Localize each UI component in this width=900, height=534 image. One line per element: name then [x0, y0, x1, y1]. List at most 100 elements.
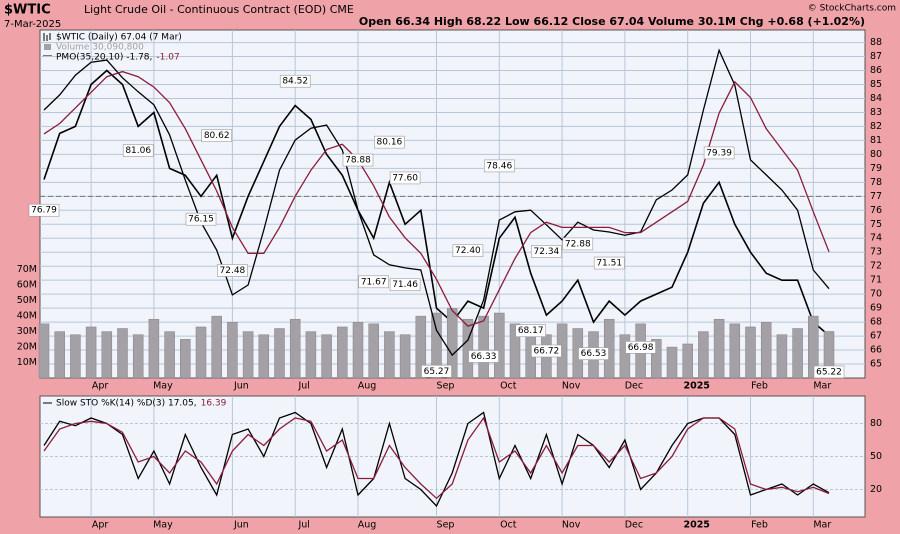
y-tick-label: 79	[870, 163, 882, 174]
volume-bar	[164, 331, 175, 379]
x-tick-label: Oct	[500, 381, 517, 392]
quote: Open 66.34 High 68.22 Low 66.12 Close 67…	[359, 15, 865, 28]
volume-bar	[337, 326, 348, 379]
y-tick-label: 88	[870, 37, 882, 48]
volume-bar	[698, 331, 709, 379]
x-tick-label: May	[153, 520, 173, 531]
price-label-box	[515, 324, 547, 338]
legend-icons	[43, 33, 52, 404]
volume-tick-label: 50M	[17, 295, 37, 306]
x-tick-label: May	[153, 381, 173, 392]
price-label: 72.88	[565, 239, 591, 249]
price-label-box	[342, 153, 374, 167]
symbol: $WTIC	[4, 3, 51, 18]
volume-tick-label: 60M	[17, 280, 37, 291]
price-label: 66.72	[534, 346, 560, 356]
series-line	[43, 69, 830, 337]
price-label: 77.60	[392, 173, 418, 183]
x-tick-label: Feb	[751, 520, 768, 531]
volume-bar	[399, 334, 411, 379]
y-tick-label: 69	[870, 303, 882, 314]
y-tick-label: 65	[870, 359, 882, 370]
price-label-box	[813, 365, 845, 379]
legend-entry: Slow STO %K(14) %D(3) 17.05,	[56, 399, 197, 409]
price-label: 71.67	[361, 277, 387, 287]
y-tick-label: 67	[870, 331, 882, 342]
volume-bar	[195, 326, 207, 379]
price-label-box	[468, 350, 499, 363]
series-line	[43, 416, 830, 500]
price-label-box	[389, 278, 421, 292]
x-tick-label: Apr	[92, 520, 109, 531]
price-label: 76.15	[188, 215, 214, 225]
x-tick-label: Feb	[751, 381, 768, 392]
price-label: 66.53	[581, 349, 607, 359]
volume-bar	[651, 339, 662, 379]
price-label-box	[703, 146, 735, 160]
x-tick-label: Nov	[562, 381, 581, 392]
x-tick-label: 2025	[683, 520, 709, 531]
volume-bar	[745, 326, 756, 379]
price-label-box	[217, 264, 248, 277]
volume-bar	[666, 346, 678, 379]
volume-icon	[44, 44, 51, 50]
price-label: 78.88	[345, 156, 371, 166]
volume-bar	[478, 315, 489, 379]
y-tick-label: 72	[870, 261, 882, 272]
volume-bar	[415, 315, 427, 379]
x-tick-label: 2025	[683, 381, 709, 392]
volume-bar	[776, 334, 788, 379]
price-label: 72.40	[455, 246, 481, 256]
y-tick-label: 66	[870, 345, 882, 356]
legend-entry: 16.39	[201, 399, 227, 409]
price-label-box	[452, 244, 484, 257]
price-label-box	[625, 341, 656, 354]
series-line	[43, 48, 830, 357]
price-label: 65.27	[424, 367, 450, 377]
volume-bar	[792, 328, 803, 379]
y-tick-label: 87	[870, 51, 882, 62]
bar-icon	[43, 33, 51, 41]
price-label-box	[279, 74, 311, 88]
volume-bar	[619, 334, 631, 379]
volume-bar	[85, 326, 97, 379]
y-tick-label: 80	[870, 418, 882, 429]
price-label: 72.34	[534, 247, 560, 257]
volume-bar	[274, 328, 285, 379]
y-tick-label: 78	[870, 177, 882, 188]
price-label-box	[593, 256, 625, 270]
volume-bar	[808, 315, 819, 379]
price-label-box	[531, 344, 562, 358]
volume-bar	[446, 308, 458, 379]
price-label-box	[531, 245, 562, 258]
date: 7-Mar-2025	[4, 19, 61, 30]
price-label-box	[374, 135, 405, 149]
y-tick-label: 83	[870, 107, 882, 118]
volume-bar	[494, 312, 505, 379]
volume-bar	[211, 315, 222, 379]
volume-bar	[117, 328, 128, 379]
volume-bar	[258, 334, 270, 379]
price-label: 80.16	[377, 138, 403, 148]
x-tick-label: Dec	[625, 520, 643, 531]
volume-bar	[760, 322, 772, 379]
y-tick-label: 74	[870, 233, 882, 244]
volume-bar	[321, 334, 332, 379]
x-tick-label: Nov	[562, 520, 581, 531]
y-tick-label: 81	[870, 135, 882, 146]
y-tick-label: 82	[870, 121, 882, 132]
volume-bar	[305, 331, 317, 379]
price-label-box	[185, 212, 217, 226]
volume-bar	[148, 318, 160, 379]
x-tick-label: Jun	[233, 520, 249, 531]
price-label-box	[358, 275, 390, 289]
volume-tick-label: 40M	[17, 311, 37, 322]
y-tick-label: 71	[870, 275, 882, 286]
price-label: 66.98	[628, 343, 654, 353]
price-label: 79.39	[706, 148, 732, 158]
price-label: 81.06	[125, 146, 151, 156]
price-label-box	[483, 159, 515, 173]
volume-bar	[242, 331, 254, 379]
volume-bar	[729, 323, 741, 379]
